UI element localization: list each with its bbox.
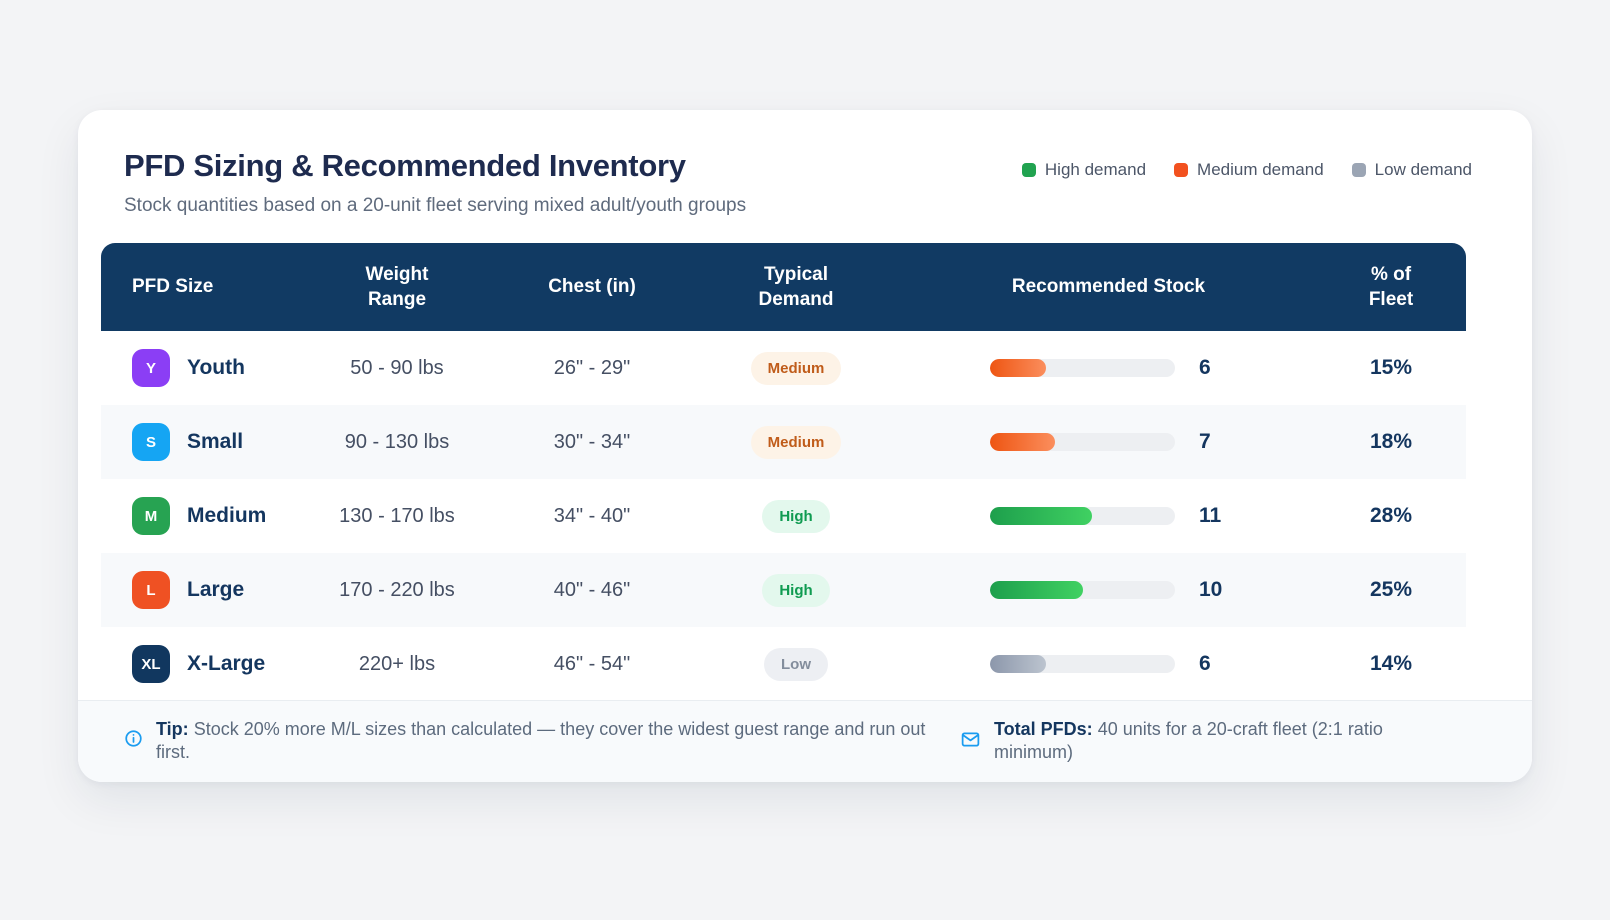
- fleet-percent: 14%: [1369, 652, 1413, 675]
- demand-badge: Medium: [750, 425, 842, 459]
- legend-item-high: High demand: [1021, 160, 1147, 180]
- demand-cell: High: [691, 499, 901, 533]
- size-cell: L Large: [101, 571, 301, 609]
- stock-bar-fill: [990, 433, 1055, 451]
- column-header-size: PFD Size: [132, 276, 214, 298]
- total-label: Total PFDs:: [994, 719, 1093, 739]
- demand-cell: Medium: [691, 425, 901, 459]
- stock-cell: 6: [901, 652, 1316, 676]
- stock-cell: 11: [901, 504, 1316, 528]
- chest-range: 34" - 40": [553, 504, 631, 527]
- stock-bar-fill: [990, 655, 1046, 673]
- stock-bar-fill: [990, 581, 1083, 599]
- legend-label: Low demand: [1374, 160, 1472, 179]
- high-demand-swatch-icon: [1021, 163, 1036, 177]
- total-text: 40 units for a 20-craft fleet (2:1 ratio…: [994, 719, 1383, 763]
- table-row: M Medium 130 - 170 lbs 34" - 40" High 11…: [101, 479, 1466, 553]
- legend-item-low: Low demand: [1351, 160, 1472, 180]
- column-header-stock: Recommended Stock: [1011, 276, 1206, 298]
- stock-value: 7: [1199, 430, 1211, 453]
- page-subtitle: Stock quantities based on a 20-unit flee…: [124, 195, 747, 216]
- demand-legend: High demand Medium demand Low demand: [1021, 160, 1472, 180]
- demand-badge: High: [762, 499, 830, 533]
- table-row: XL X-Large 220+ lbs 46" - 54" Low 6 14%: [101, 627, 1466, 701]
- demand-cell: Low: [691, 647, 901, 681]
- legend-label: Medium demand: [1197, 160, 1324, 179]
- chest-range: 46" - 54": [553, 652, 631, 675]
- table-row: Y Youth 50 - 90 lbs 26" - 29" Medium 6 1…: [101, 331, 1466, 405]
- weight-range: 170 - 220 lbs: [339, 578, 455, 601]
- fleet-percent: 18%: [1369, 430, 1413, 453]
- card-header: PFD Sizing & Recommended Inventory Stock…: [78, 110, 1532, 217]
- size-name: Small: [187, 430, 244, 453]
- column-header-demand: Typical Demand: [758, 263, 834, 310]
- stock-value: 10: [1199, 578, 1223, 601]
- tip-text: Stock 20% more M/L sizes than calculated…: [156, 719, 926, 763]
- chest-range: 26" - 29": [553, 356, 631, 379]
- stock-cell: 10: [901, 578, 1316, 602]
- weight-range: 220+ lbs: [358, 652, 436, 675]
- table-row: L Large 170 - 220 lbs 40" - 46" High 10 …: [101, 553, 1466, 627]
- size-cell: Y Youth: [101, 349, 301, 387]
- stock-value: 6: [1199, 652, 1211, 675]
- stock-bar-track: [990, 581, 1175, 599]
- demand-badge: Low: [764, 647, 828, 681]
- stock-bar-track: [990, 359, 1175, 377]
- size-name: Youth: [187, 356, 245, 379]
- stock-value: 11: [1199, 504, 1222, 527]
- size-badge: M: [132, 497, 170, 535]
- chest-range: 40" - 46": [553, 578, 631, 601]
- size-cell: S Small: [101, 423, 301, 461]
- fleet-percent: 15%: [1369, 356, 1413, 379]
- medium-demand-swatch-icon: [1174, 163, 1189, 177]
- legend-label: High demand: [1044, 160, 1147, 179]
- weight-range: 90 - 130 lbs: [344, 430, 450, 453]
- weight-range: 130 - 170 lbs: [339, 504, 455, 527]
- size-cell: XL X-Large: [101, 645, 301, 683]
- demand-badge: High: [762, 573, 830, 607]
- title-block: PFD Sizing & Recommended Inventory Stock…: [124, 148, 746, 217]
- low-demand-swatch-icon: [1351, 163, 1366, 177]
- stock-value: 6: [1199, 356, 1211, 379]
- demand-badge: Medium: [750, 351, 842, 385]
- fleet-percent: 28%: [1369, 504, 1413, 527]
- stock-cell: 6: [901, 356, 1316, 380]
- column-header-chest: Chest (in): [548, 276, 636, 298]
- stock-bar-track: [990, 433, 1175, 451]
- stock-bar-fill: [990, 359, 1046, 377]
- table-row: S Small 90 - 130 lbs 30" - 34" Medium 7 …: [101, 405, 1466, 479]
- total-note: Total PFDs: 40 units for a 20-craft flee…: [960, 718, 1436, 782]
- weight-range: 50 - 90 lbs: [350, 356, 444, 379]
- size-name: Large: [187, 578, 245, 601]
- stock-bar-track: [990, 655, 1175, 673]
- size-badge: XL: [132, 645, 170, 683]
- size-badge: S: [132, 423, 170, 461]
- inventory-card: PFD Sizing & Recommended Inventory Stock…: [78, 110, 1532, 782]
- stock-bar-fill: [990, 507, 1092, 525]
- mail-icon: [960, 729, 981, 750]
- size-name: X-Large: [187, 652, 266, 675]
- card-footer: Tip: Stock 20% more M/L sizes than calcu…: [78, 700, 1532, 782]
- demand-cell: Medium: [691, 351, 901, 385]
- size-badge: L: [132, 571, 170, 609]
- stock-bar-track: [990, 507, 1175, 525]
- page-title: PFD Sizing & Recommended Inventory: [124, 148, 686, 183]
- fleet-percent: 25%: [1369, 578, 1413, 601]
- sizing-table: PFD Size Weight Range Chest (in) Typical…: [101, 243, 1466, 701]
- column-header-weight: Weight Range: [365, 263, 429, 310]
- size-badge: Y: [132, 349, 170, 387]
- size-name: Medium: [187, 504, 267, 527]
- demand-cell: High: [691, 573, 901, 607]
- table-header-row: PFD Size Weight Range Chest (in) Typical…: [101, 243, 1466, 331]
- tip-note: Tip: Stock 20% more M/L sizes than calcu…: [124, 718, 956, 782]
- tip-label: Tip:: [156, 719, 189, 739]
- column-header-fleet: % of Fleet: [1368, 263, 1414, 310]
- legend-item-medium: Medium demand: [1174, 160, 1324, 180]
- size-cell: M Medium: [101, 497, 301, 535]
- stock-cell: 7: [901, 430, 1316, 454]
- info-icon: [124, 729, 143, 748]
- chest-range: 30" - 34": [553, 430, 631, 453]
